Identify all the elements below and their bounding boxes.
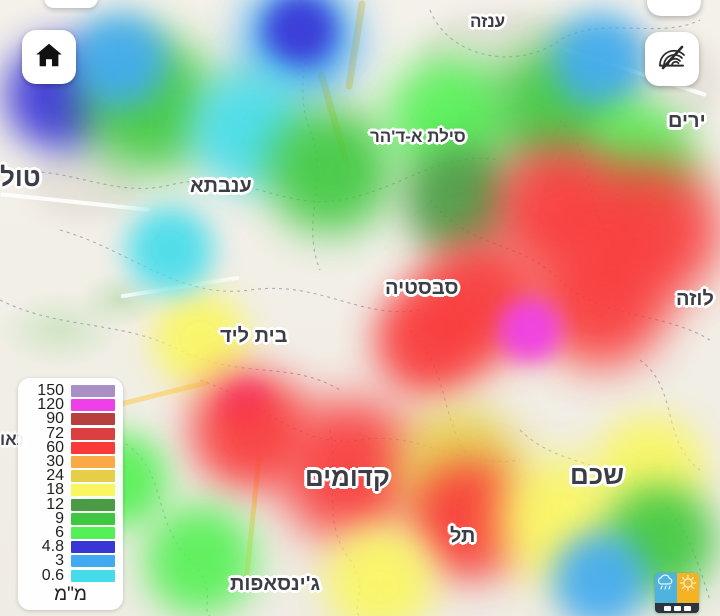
legend-value: 150 [37,382,64,400]
partial-button-top-right[interactable] [647,0,701,16]
legend-row: 6 [26,523,115,541]
legend-value: 120 [37,396,64,414]
legend-color-swatch [71,399,115,412]
legend-row: 90 [26,410,115,428]
partial-button-top-left[interactable] [44,0,98,8]
legend-color-swatch [71,413,115,426]
weather-app-logo[interactable] [655,573,699,613]
legend-value: 60 [46,438,64,456]
legend-value: 0.6 [41,566,64,584]
legend-color-swatch [71,470,115,483]
legend-value: 24 [46,467,64,485]
legend-value: 4.8 [41,538,64,556]
radar-cell [310,510,450,616]
legend-row: 0.6 [26,566,115,584]
radar-cell [115,195,225,305]
logo-bar [655,603,699,613]
legend-row: 30 [26,453,115,471]
logo-dot [683,605,691,611]
rain-cloud-tile-icon [655,573,677,603]
legend-unit-label: מ"מ [54,583,87,605]
legend-color-swatch [71,512,115,525]
legend-value: 18 [46,481,64,499]
precipitation-legend: 150 120 90 72 60 30 24 18 12 9 6 4.8 3 0.6 מ"מ [18,378,123,610]
home-icon [34,40,64,75]
logo-dot [673,605,681,611]
legend-value: 12 [46,495,64,513]
legend-row: 120 [26,396,115,414]
legend-row: 24 [26,467,115,485]
legend-row: 60 [26,438,115,456]
legend-row: 9 [26,509,115,527]
legend-row: 4.8 [26,538,115,556]
legend-color-swatch [71,569,115,582]
legend-row: 12 [26,495,115,513]
radar-cell [60,0,180,120]
legend-value: 90 [46,410,64,428]
legend-value: 9 [55,509,64,527]
legend-color-swatch [71,555,115,568]
legend-row: 3 [26,552,115,570]
home-button[interactable] [22,30,76,84]
legend-color-swatch [71,427,115,440]
legend-row: 72 [26,424,115,442]
legend-color-swatch [71,456,115,469]
legend-value: 3 [55,552,64,570]
legend-color-swatch [71,385,115,398]
legend-color-swatch [71,484,115,497]
radar-cell [540,520,660,616]
radar-cell [490,290,570,370]
radar-layer-toggle-button[interactable] [645,32,699,86]
legend-color-swatch [71,526,115,539]
legend-value: 6 [55,523,64,541]
legend-scale: 150 120 90 72 60 30 24 18 12 9 6 4.8 3 0.6 [26,382,115,584]
legend-row: 150 [26,382,115,400]
legend-row: 18 [26,481,115,499]
legend-color-swatch [71,541,115,554]
legend-color-swatch [71,498,115,511]
sun-tile-icon [677,573,699,603]
radar-off-icon [656,41,688,78]
legend-value: 72 [46,424,64,442]
legend-color-swatch [71,441,115,454]
logo-dot [663,605,671,611]
legend-value: 30 [46,453,64,471]
